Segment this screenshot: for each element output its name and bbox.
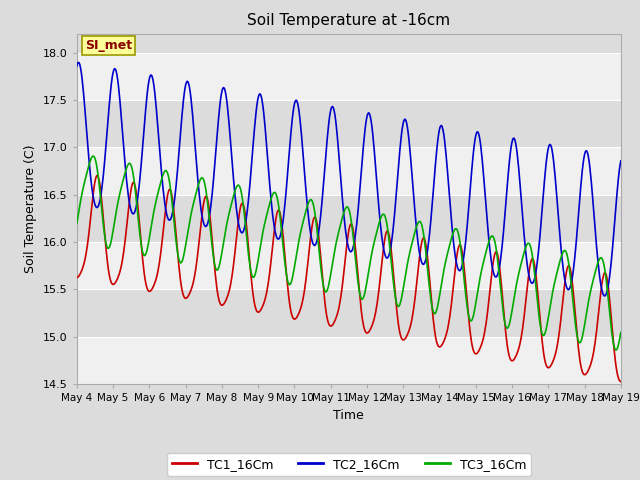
Bar: [77, 336, 621, 384]
Title: Soil Temperature at -16cm: Soil Temperature at -16cm: [247, 13, 451, 28]
Text: SI_met: SI_met: [85, 39, 132, 52]
Legend: TC1_16Cm, TC2_16Cm, TC3_16Cm: TC1_16Cm, TC2_16Cm, TC3_16Cm: [166, 453, 531, 476]
Bar: [77, 52, 621, 100]
Bar: [77, 242, 621, 289]
X-axis label: Time: Time: [333, 408, 364, 421]
Y-axis label: Soil Temperature (C): Soil Temperature (C): [24, 144, 38, 273]
Bar: [77, 147, 621, 194]
